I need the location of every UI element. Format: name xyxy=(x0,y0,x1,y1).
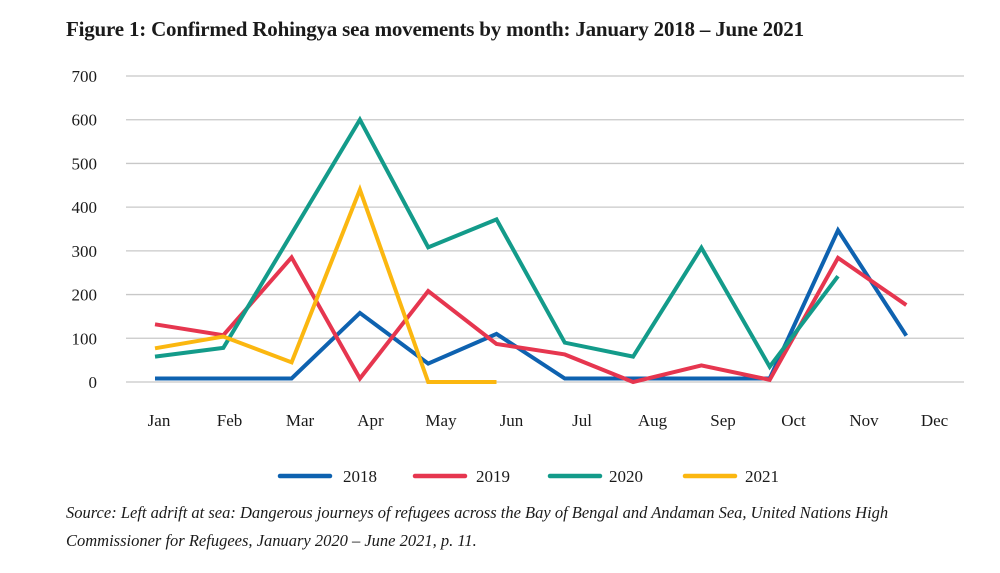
x-tick-label: Jul xyxy=(572,411,592,430)
y-tick-label: 0 xyxy=(89,373,98,392)
x-axis-ticks: Jan Feb Mar Apr May Jun Jul Aug Sep Oct Nov Dec xyxy=(148,411,949,430)
series-line-2018 xyxy=(155,226,908,381)
x-tick-label: Sep xyxy=(710,411,736,430)
x-tick-label: Jan xyxy=(148,411,171,430)
x-tick-label: Jun xyxy=(500,411,524,430)
legend-label: 2018 xyxy=(343,467,377,486)
legend-item-2020: 2020 xyxy=(547,467,643,486)
x-tick-label: Aug xyxy=(638,411,668,430)
y-axis-ticks: 0 100 200 300 400 500 600 700 xyxy=(72,67,98,392)
x-tick-label: Mar xyxy=(286,411,315,430)
source-note: Source: Left adrift at sea: Dangerous jo… xyxy=(66,503,889,550)
gridlines xyxy=(126,75,964,383)
y-tick-label: 500 xyxy=(72,154,98,173)
series-lines xyxy=(154,115,908,385)
x-tick-label: May xyxy=(425,411,457,430)
chart-title: Figure 1: Confirmed Rohingya sea movemen… xyxy=(66,17,804,41)
legend-label: 2020 xyxy=(609,467,643,486)
series-line-2020 xyxy=(154,115,840,371)
x-tick-label: Feb xyxy=(217,411,243,430)
y-tick-label: 700 xyxy=(72,67,98,86)
x-tick-label: Oct xyxy=(781,411,806,430)
y-tick-label: 400 xyxy=(72,198,98,217)
y-tick-label: 300 xyxy=(72,242,98,261)
y-tick-label: 200 xyxy=(72,286,98,305)
legend-label: 2021 xyxy=(745,467,779,486)
legend-label: 2019 xyxy=(476,467,510,486)
legend: 2018 2019 2020 2021 xyxy=(277,467,779,486)
series-line-2021 xyxy=(154,183,497,384)
series-2021 xyxy=(154,183,497,384)
y-tick-label: 100 xyxy=(72,329,98,348)
series-line-2019 xyxy=(154,253,908,385)
series-2019 xyxy=(154,253,908,385)
y-tick-label: 600 xyxy=(72,111,98,130)
x-tick-label: Dec xyxy=(921,411,949,430)
x-tick-label: Apr xyxy=(357,411,384,430)
legend-item-2021: 2021 xyxy=(682,467,779,486)
series-2020 xyxy=(154,115,840,371)
series-2018 xyxy=(154,226,908,381)
x-tick-label: Nov xyxy=(849,411,879,430)
legend-item-2019: 2019 xyxy=(412,467,510,486)
legend-item-2018: 2018 xyxy=(277,467,377,486)
